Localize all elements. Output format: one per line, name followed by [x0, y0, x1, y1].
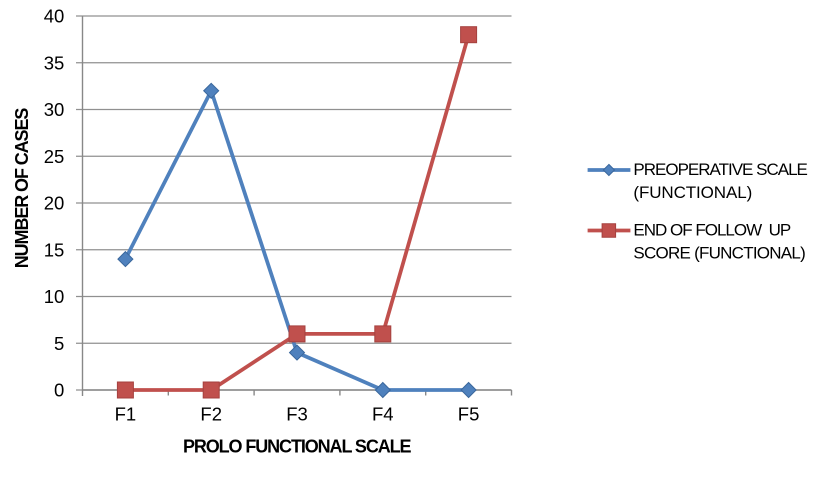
svg-text:25: 25	[44, 146, 65, 167]
svg-text:40: 40	[44, 6, 65, 27]
svg-text:20: 20	[44, 193, 65, 214]
svg-text:F4: F4	[372, 404, 394, 425]
svg-text:F5: F5	[458, 404, 480, 425]
svg-text:PROLO FUNCTIONAL SCALE: PROLO FUNCTIONAL SCALE	[183, 437, 412, 457]
svg-text:NUMBER OF CASES: NUMBER OF CASES	[12, 108, 32, 269]
svg-text:END OF FOLLOW UP: END OF FOLLOW UP	[633, 220, 790, 239]
svg-text:5: 5	[54, 333, 64, 354]
svg-text:30: 30	[44, 99, 65, 120]
svg-text:10: 10	[44, 286, 65, 307]
svg-text:PREOPERATIVE SCALE: PREOPERATIVE SCALE	[633, 160, 807, 179]
svg-text:SCORE (FUNCTIONAL): SCORE (FUNCTIONAL)	[633, 243, 805, 262]
svg-text:(FUNCTIONAL): (FUNCTIONAL)	[633, 183, 752, 202]
svg-text:F1: F1	[115, 404, 137, 425]
svg-text:0: 0	[54, 380, 64, 401]
svg-text:35: 35	[44, 52, 65, 73]
svg-text:F2: F2	[200, 404, 222, 425]
svg-text:F3: F3	[286, 404, 308, 425]
svg-text:15: 15	[44, 239, 65, 260]
